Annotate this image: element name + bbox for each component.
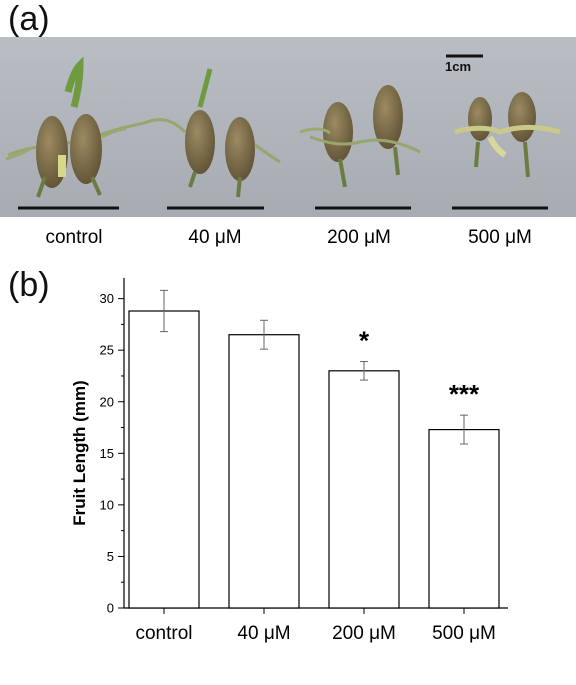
x-tick-label: 40 μM — [237, 623, 290, 644]
x-tick-label: control — [135, 623, 192, 644]
fruit-group-200uM — [299, 85, 421, 188]
bar — [128, 310, 200, 609]
y-tick-label: 15 — [100, 446, 114, 461]
bar — [328, 370, 400, 609]
bar — [428, 428, 500, 609]
photo-label-200uM: 200 μM — [327, 227, 391, 248]
y-tick-label: 30 — [100, 291, 114, 306]
fruit-group-500uM — [454, 92, 561, 178]
y-axis-label: Fruit Length (mm) — [70, 380, 89, 525]
significance-marker: * — [359, 326, 370, 356]
significance-marker: *** — [449, 379, 480, 409]
scale-bar-label: 1cm — [445, 59, 472, 74]
bar — [228, 334, 300, 609]
x-tick-label: 200 μM — [332, 623, 396, 644]
panel-a-label: (a) — [8, 0, 50, 38]
x-tick-label: 500 μM — [432, 623, 496, 644]
fruit-photo-drawing — [0, 37, 576, 217]
y-tick-label: 0 — [107, 601, 114, 616]
fruit-group-control — [5, 56, 151, 198]
photo-label-40uM: 40 μM — [188, 227, 242, 248]
y-tick-label: 5 — [107, 549, 114, 564]
panel-b-label: (b) — [8, 266, 50, 304]
y-tick-label: 25 — [100, 343, 114, 358]
fruit-group-40uM — [149, 68, 281, 198]
photo-label-500uM: 500 μM — [468, 227, 532, 248]
photo-label-control: control — [45, 227, 103, 248]
fruit-photo: 1cm — [0, 37, 576, 217]
y-tick-label: 10 — [100, 497, 114, 512]
y-tick-label: 20 — [100, 394, 114, 409]
